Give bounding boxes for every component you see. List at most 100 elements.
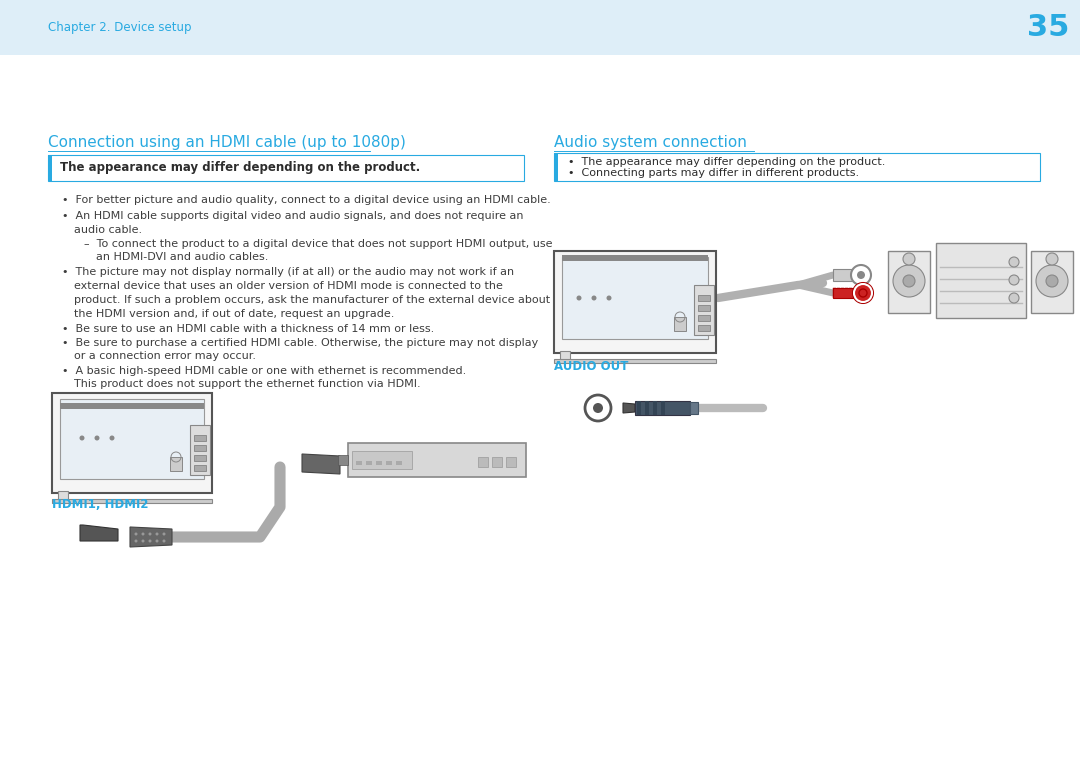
Text: 35: 35 xyxy=(1027,13,1069,42)
Text: This product does not support the ethernet function via HDMI.: This product does not support the ethern… xyxy=(75,379,420,389)
Bar xyxy=(674,317,686,331)
Circle shape xyxy=(1047,275,1058,287)
Circle shape xyxy=(80,436,84,440)
Bar xyxy=(694,285,714,335)
Circle shape xyxy=(859,289,867,297)
Circle shape xyxy=(141,539,145,542)
Circle shape xyxy=(592,295,596,301)
Bar xyxy=(48,155,52,181)
Text: AUDIO OUT: AUDIO OUT xyxy=(554,359,629,372)
Bar xyxy=(833,288,858,298)
Circle shape xyxy=(577,295,581,301)
Text: •  An HDMI cable supports digital video and audio signals, and does not require : • An HDMI cable supports digital video a… xyxy=(62,211,524,221)
Bar xyxy=(635,401,690,415)
Bar xyxy=(690,402,698,414)
Circle shape xyxy=(1009,293,1020,303)
Bar xyxy=(376,461,382,465)
Circle shape xyxy=(1036,265,1068,297)
Text: product. If such a problem occurs, ask the manufacturer of the external device a: product. If such a problem occurs, ask t… xyxy=(75,295,550,305)
Bar xyxy=(478,457,488,467)
Bar xyxy=(366,461,372,465)
Bar xyxy=(562,255,708,261)
Polygon shape xyxy=(623,403,635,413)
Bar xyxy=(554,359,716,363)
Circle shape xyxy=(149,539,151,542)
Bar xyxy=(48,155,524,181)
Text: •  For better picture and audio quality, connect to a digital device using an HD: • For better picture and audio quality, … xyxy=(62,195,551,205)
Circle shape xyxy=(853,283,873,303)
Circle shape xyxy=(135,533,137,536)
Bar xyxy=(698,295,710,301)
Bar xyxy=(841,288,843,298)
Bar xyxy=(833,288,836,298)
Text: the HDMI version and, if out of date, request an upgrade.: the HDMI version and, if out of date, re… xyxy=(75,309,394,319)
Text: •  A basic high-speed HDMI cable or one with ethernet is recommended.: • A basic high-speed HDMI cable or one w… xyxy=(62,366,467,376)
Bar xyxy=(554,153,1040,181)
Circle shape xyxy=(1009,257,1020,267)
Text: audio cable.: audio cable. xyxy=(75,225,143,235)
Bar xyxy=(1031,251,1074,313)
Text: –  To connect the product to a digital device that does not support HDMI output,: – To connect the product to a digital de… xyxy=(84,239,553,249)
Bar xyxy=(396,461,402,465)
Circle shape xyxy=(903,253,915,265)
Circle shape xyxy=(607,295,611,301)
Bar xyxy=(348,443,526,477)
Bar xyxy=(837,288,840,298)
Bar xyxy=(194,455,206,461)
Circle shape xyxy=(156,539,159,542)
Bar xyxy=(833,269,855,281)
Bar xyxy=(492,457,502,467)
Text: external device that uses an older version of HDMI mode is connected to the: external device that uses an older versi… xyxy=(75,281,503,291)
Circle shape xyxy=(593,403,603,413)
Bar xyxy=(554,251,716,353)
Circle shape xyxy=(585,395,611,421)
Circle shape xyxy=(156,533,159,536)
Text: Connection using an HDMI cable (up to 1080p): Connection using an HDMI cable (up to 10… xyxy=(48,136,406,150)
Text: •  The appearance may differ depending on the product.: • The appearance may differ depending on… xyxy=(568,157,886,167)
Bar xyxy=(190,425,210,475)
Bar xyxy=(0,0,1080,55)
Bar xyxy=(698,315,710,321)
Bar xyxy=(356,461,362,465)
Bar xyxy=(386,461,392,465)
Bar xyxy=(52,499,212,503)
Bar xyxy=(170,457,183,471)
Bar xyxy=(888,251,930,313)
Bar xyxy=(60,403,204,409)
Bar xyxy=(561,351,570,361)
Text: •  Be sure to purchase a certified HDMI cable. Otherwise, the picture may not di: • Be sure to purchase a certified HDMI c… xyxy=(62,338,538,348)
Bar xyxy=(352,451,411,469)
Bar xyxy=(194,445,206,451)
Circle shape xyxy=(141,533,145,536)
Circle shape xyxy=(1047,253,1058,265)
Text: •  The picture may not display normally (if at all) or the audio may not work if: • The picture may not display normally (… xyxy=(62,267,514,277)
Circle shape xyxy=(109,436,114,440)
Text: an HDMI-DVI and audio cables.: an HDMI-DVI and audio cables. xyxy=(96,252,268,262)
Bar xyxy=(698,305,710,311)
Bar xyxy=(562,257,708,339)
Circle shape xyxy=(1009,275,1020,285)
Bar xyxy=(338,455,348,465)
Text: The appearance may differ depending on the product.: The appearance may differ depending on t… xyxy=(60,162,420,175)
Bar xyxy=(194,435,206,441)
Text: Chapter 2. Device setup: Chapter 2. Device setup xyxy=(48,21,191,34)
Bar xyxy=(845,288,848,298)
Text: HDMI1, HDMI2: HDMI1, HDMI2 xyxy=(52,498,149,511)
Bar xyxy=(645,401,649,415)
Circle shape xyxy=(135,539,137,542)
Polygon shape xyxy=(130,527,172,547)
Bar xyxy=(58,491,68,501)
Text: or a connection error may occur.: or a connection error may occur. xyxy=(75,351,256,361)
Bar xyxy=(661,401,665,415)
Polygon shape xyxy=(80,525,118,541)
Bar xyxy=(936,243,1026,318)
Bar xyxy=(507,457,516,467)
Bar xyxy=(194,465,206,471)
Circle shape xyxy=(95,436,99,440)
Bar xyxy=(554,153,558,181)
Bar xyxy=(52,393,212,493)
Circle shape xyxy=(851,265,870,285)
Text: •  Be sure to use an HDMI cable with a thickness of 14 mm or less.: • Be sure to use an HDMI cable with a th… xyxy=(62,324,434,334)
Text: •  Connecting parts may differ in different products.: • Connecting parts may differ in differe… xyxy=(568,168,859,178)
Bar xyxy=(637,401,642,415)
